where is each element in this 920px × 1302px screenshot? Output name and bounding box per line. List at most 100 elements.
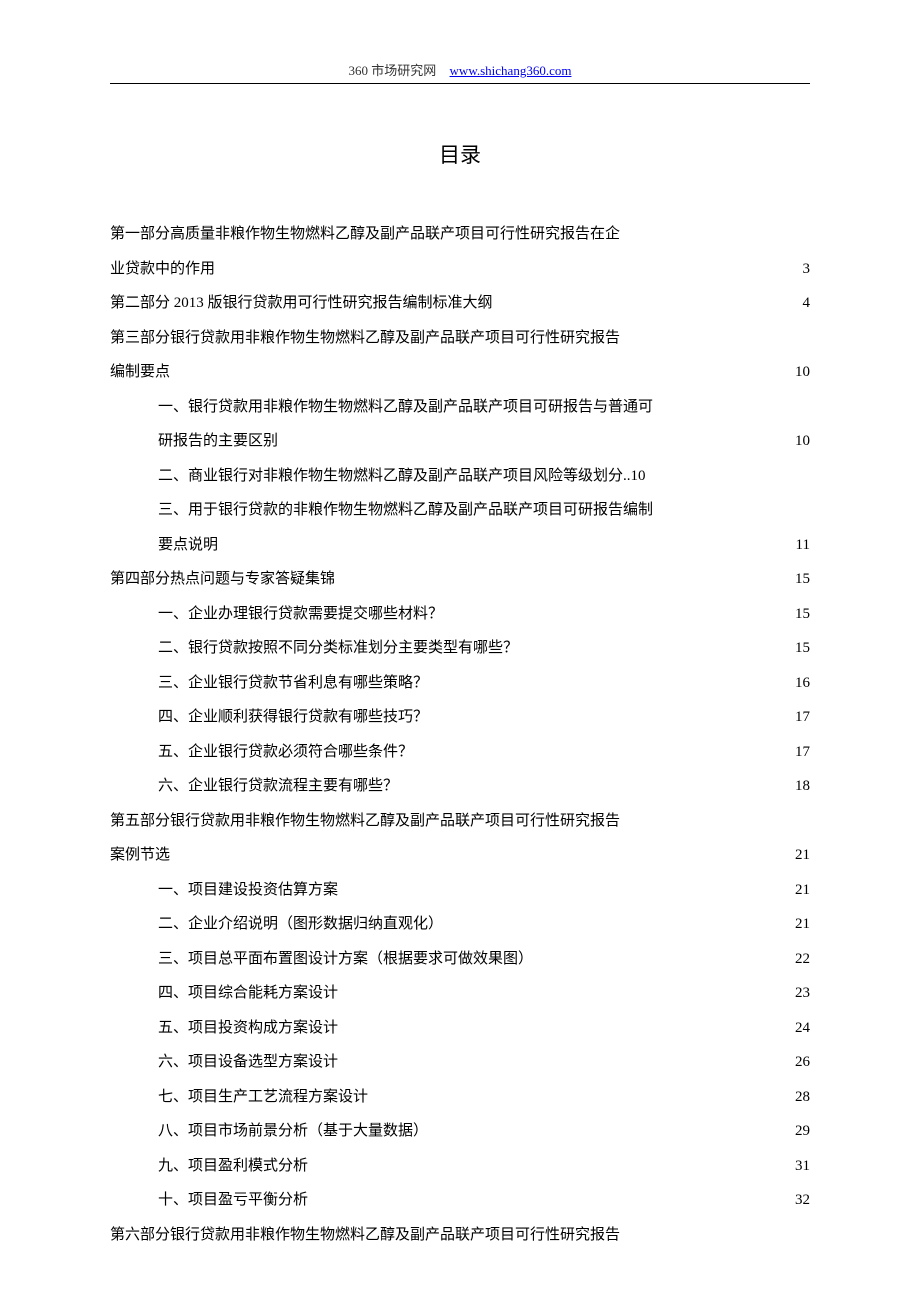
toc-page-number: 17	[793, 735, 810, 770]
header-divider	[110, 83, 810, 84]
toc-page-number: 15	[793, 562, 810, 597]
toc-entry: 九、项目盈利模式分析 31	[110, 1149, 810, 1184]
toc-entry-text: 二、商业银行对非粮作物生物燃料乙醇及副产品联产项目风险等级划分..10	[158, 459, 646, 494]
toc-entry: 三、项目总平面布置图设计方案（根据要求可做效果图）22	[110, 942, 810, 977]
toc-entry-text: 一、企业办理银行贷款需要提交哪些材料？	[158, 597, 443, 632]
toc-entry-text: 四、企业顺利获得银行贷款有哪些技巧？	[158, 700, 428, 735]
toc-leader-dots	[308, 1189, 793, 1204]
toc-entry: 五、企业银行贷款必须符合哪些条件？ 17	[110, 735, 810, 770]
toc-entry: 编制要点 10	[110, 355, 810, 390]
toc-page-number: 22	[793, 942, 810, 977]
toc-leader-dots	[170, 844, 793, 859]
toc-leader-dots	[338, 1051, 793, 1066]
toc-entry: 三、用于银行贷款的非粮作物生物燃料乙醇及副产品联产项目可研报告编制	[110, 493, 810, 528]
table-of-contents: 第一部分高质量非粮作物生物燃料乙醇及副产品联产项目可行性研究报告在企业贷款中的作…	[110, 217, 810, 1252]
toc-entry-text: 三、用于银行贷款的非粮作物生物燃料乙醇及副产品联产项目可研报告编制	[158, 493, 653, 528]
toc-page-number: 18	[793, 769, 810, 804]
toc-leader-dots	[308, 1155, 793, 1170]
toc-page-number: 23	[793, 976, 810, 1011]
toc-leader-dots	[338, 879, 793, 894]
toc-entry: 六、项目设备选型方案设计 26	[110, 1045, 810, 1080]
toc-entry-text: 六、项目设备选型方案设计	[158, 1045, 338, 1080]
toc-entry-text: 业贷款中的作用	[110, 252, 215, 287]
toc-leader-dots	[398, 775, 793, 790]
toc-page-number: 4	[801, 286, 811, 321]
toc-page-number: 21	[793, 907, 810, 942]
toc-entry: 一、项目建设投资估算方案21	[110, 873, 810, 908]
toc-leader-dots	[413, 741, 793, 756]
toc-page-number: 26	[793, 1045, 810, 1080]
toc-entry: 一、企业办理银行贷款需要提交哪些材料？ 15	[110, 597, 810, 632]
toc-page-number: 21	[793, 873, 810, 908]
toc-entry: 第一部分高质量非粮作物生物燃料乙醇及副产品联产项目可行性研究报告在企	[110, 217, 810, 252]
toc-entry: 业贷款中的作用 3	[110, 252, 810, 287]
toc-entry: 二、银行贷款按照不同分类标准划分主要类型有哪些？15	[110, 631, 810, 666]
toc-entry-text: 案例节选	[110, 838, 170, 873]
toc-title: 目录	[110, 139, 810, 169]
toc-entry: 二、商业银行对非粮作物生物燃料乙醇及副产品联产项目风险等级划分..10	[110, 459, 810, 494]
toc-page-number: 21	[793, 838, 810, 873]
toc-entry-text: 第二部分 2013 版银行贷款用可行性研究报告编制标准大纲	[110, 286, 493, 321]
toc-page-number: 29	[793, 1114, 810, 1149]
toc-entry: 第五部分银行贷款用非粮作物生物燃料乙醇及副产品联产项目可行性研究报告	[110, 804, 810, 839]
toc-page-number: 31	[793, 1149, 810, 1184]
toc-entry-text: 第一部分高质量非粮作物生物燃料乙醇及副产品联产项目可行性研究报告在企	[110, 217, 620, 252]
toc-page-number: 15	[793, 631, 810, 666]
page-header: 360 市场研究网 www.shichang360.com	[110, 60, 810, 79]
toc-entry-text: 四、项目综合能耗方案设计	[158, 976, 338, 1011]
toc-leader-dots	[428, 672, 793, 687]
toc-entry-text: 七、项目生产工艺流程方案设计	[158, 1080, 368, 1115]
toc-leader-dots	[428, 1120, 793, 1135]
toc-entry-text: 五、企业银行贷款必须符合哪些条件？	[158, 735, 413, 770]
toc-entry-text: 一、银行贷款用非粮作物生物燃料乙醇及副产品联产项目可研报告与普通可	[158, 390, 653, 425]
toc-entry: 十、项目盈亏平衡分析32	[110, 1183, 810, 1218]
toc-entry: 四、企业顺利获得银行贷款有哪些技巧？ 17	[110, 700, 810, 735]
toc-page-number: 24	[793, 1011, 810, 1046]
toc-entry: 第三部分银行贷款用非粮作物生物燃料乙醇及副产品联产项目可行性研究报告	[110, 321, 810, 356]
toc-leader-dots	[338, 982, 793, 997]
toc-entry: 八、项目市场前景分析（基于大量数据） 29	[110, 1114, 810, 1149]
toc-leader-dots	[368, 1086, 793, 1101]
toc-entry: 第四部分热点问题与专家答疑集锦 15	[110, 562, 810, 597]
toc-entry: 第六部分银行贷款用非粮作物生物燃料乙醇及副产品联产项目可行性研究报告	[110, 1218, 810, 1253]
toc-entry-text: 三、企业银行贷款节省利息有哪些策略？	[158, 666, 428, 701]
toc-entry: 二、企业介绍说明（图形数据归纳直观化） 21	[110, 907, 810, 942]
site-url-link[interactable]: www.shichang360.com	[450, 63, 572, 78]
toc-entry-text: 二、企业介绍说明（图形数据归纳直观化）	[158, 907, 443, 942]
toc-leader-dots	[443, 603, 793, 618]
toc-leader-dots	[218, 534, 794, 549]
toc-page-number: 11	[794, 528, 810, 563]
toc-entry-text: 五、项目投资构成方案设计	[158, 1011, 338, 1046]
toc-leader-dots	[170, 361, 793, 376]
toc-page-number: 28	[793, 1080, 810, 1115]
toc-entry: 五、项目投资构成方案设计 24	[110, 1011, 810, 1046]
toc-page-number: 15	[793, 597, 810, 632]
toc-leader-dots	[335, 568, 793, 583]
toc-entry: 七、项目生产工艺流程方案设计 28	[110, 1080, 810, 1115]
toc-leader-dots	[338, 1017, 793, 1032]
site-name: 360 市场研究网	[349, 63, 437, 78]
toc-page-number: 17	[793, 700, 810, 735]
toc-entry-text: 第四部分热点问题与专家答疑集锦	[110, 562, 335, 597]
toc-page-number: 10	[793, 424, 810, 459]
toc-entry-text: 第三部分银行贷款用非粮作物生物燃料乙醇及副产品联产项目可行性研究报告	[110, 321, 620, 356]
toc-entry-text: 第六部分银行贷款用非粮作物生物燃料乙醇及副产品联产项目可行性研究报告	[110, 1218, 620, 1253]
toc-entry: 第二部分 2013 版银行贷款用可行性研究报告编制标准大纲 4	[110, 286, 810, 321]
toc-leader-dots	[278, 430, 793, 445]
toc-entry-text: 编制要点	[110, 355, 170, 390]
toc-entry: 案例节选 21	[110, 838, 810, 873]
toc-entry: 一、银行贷款用非粮作物生物燃料乙醇及副产品联产项目可研报告与普通可	[110, 390, 810, 425]
toc-leader-dots	[518, 637, 793, 652]
toc-entry-text: 八、项目市场前景分析（基于大量数据）	[158, 1114, 428, 1149]
toc-leader-dots	[533, 948, 793, 963]
toc-entry-text: 九、项目盈利模式分析	[158, 1149, 308, 1184]
toc-leader-dots	[443, 913, 793, 928]
toc-page-number: 3	[801, 252, 811, 287]
toc-entry-text: 六、企业银行贷款流程主要有哪些？	[158, 769, 398, 804]
toc-page-number: 16	[793, 666, 810, 701]
toc-entry: 四、项目综合能耗方案设计 23	[110, 976, 810, 1011]
toc-entry: 三、企业银行贷款节省利息有哪些策略？ 16	[110, 666, 810, 701]
toc-leader-dots	[493, 292, 801, 307]
toc-entry-text: 第五部分银行贷款用非粮作物生物燃料乙醇及副产品联产项目可行性研究报告	[110, 804, 620, 839]
toc-page-number: 10	[793, 355, 810, 390]
